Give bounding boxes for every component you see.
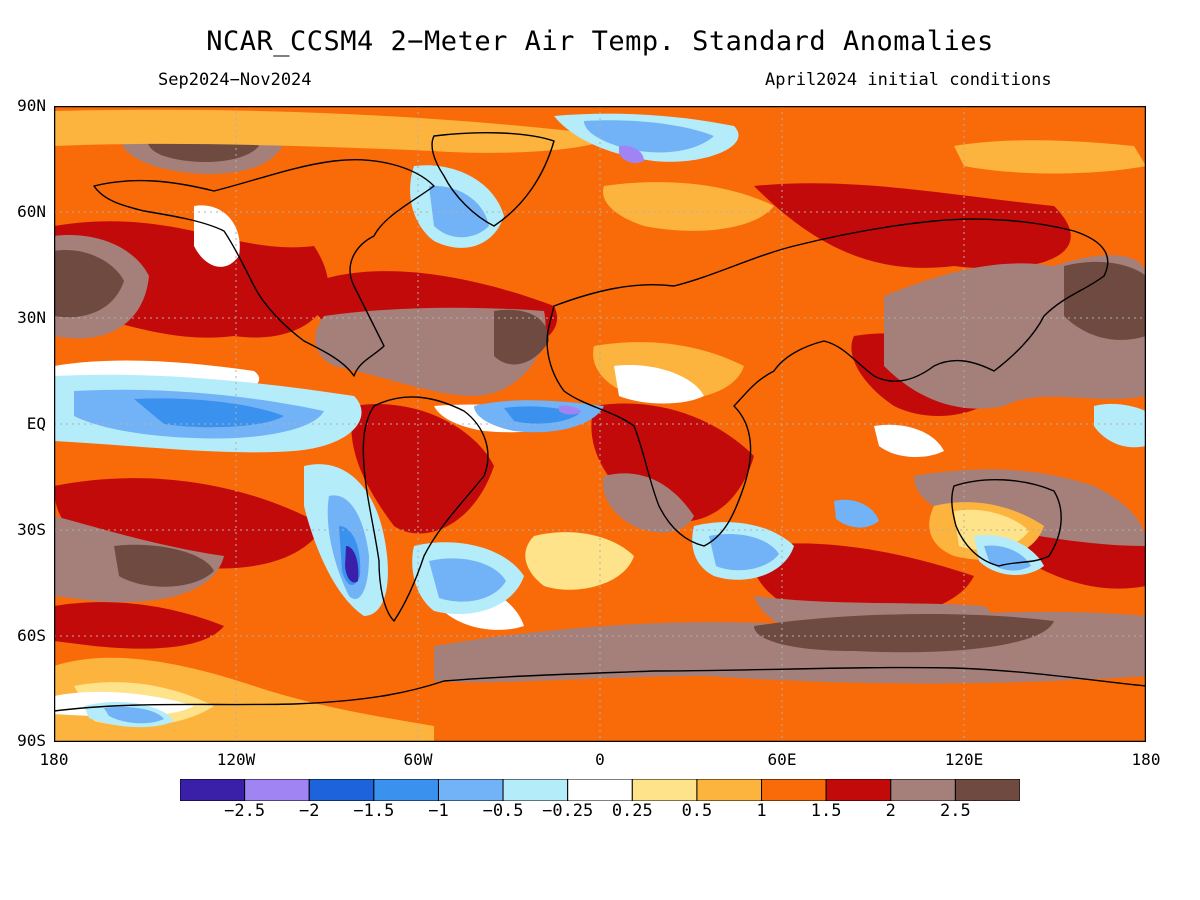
lat-label-30n: 30N xyxy=(17,308,46,327)
warm-anomaly-regions xyxy=(54,183,1146,649)
colorbar-swatch xyxy=(244,779,310,801)
lat-label-eq: EQ xyxy=(26,414,46,433)
colorbar-tick-label: 0.5 xyxy=(681,801,713,821)
initial-conditions: April2024 initial conditions xyxy=(765,70,1052,90)
lon-label-120e: 120E xyxy=(944,750,984,769)
lon-label-60e: 60E xyxy=(767,750,797,769)
lat-label-30s: 30S xyxy=(17,520,46,539)
lat-label-60s: 60S xyxy=(17,626,46,645)
colorbar xyxy=(180,779,1020,801)
colorbar-tick-label: −2 xyxy=(298,801,320,821)
colorbar-tick-label: 2.5 xyxy=(940,801,971,821)
colorbar-tick-label: −0.5 xyxy=(482,801,524,821)
map-border xyxy=(54,106,1146,742)
lon-label-180w: 180 xyxy=(39,750,69,769)
colorbar-swatch xyxy=(696,779,763,801)
colorbar-tick-label: 1 xyxy=(756,801,767,821)
colorbar-tick-label: −1.5 xyxy=(353,801,395,821)
colorbar-swatch xyxy=(825,779,892,801)
lon-label-120w: 120W xyxy=(216,750,256,769)
lon-label-0: 0 xyxy=(595,750,605,769)
colorbar-swatch xyxy=(437,779,504,801)
coastlines xyxy=(54,132,1146,712)
strong-warm-regions xyxy=(54,118,1146,684)
colorbar-swatch xyxy=(761,779,827,801)
forecast-period: Sep2024−Nov2024 xyxy=(158,70,312,90)
colorbar-tick-label: −1 xyxy=(428,801,449,821)
lon-label-180e: 180 xyxy=(1131,750,1161,769)
colorbar-swatch xyxy=(631,779,698,801)
anomaly-map xyxy=(54,106,1146,742)
colorbar-swatch xyxy=(180,779,246,801)
mild-warm-regions xyxy=(54,109,1146,742)
colorbar-swatch xyxy=(954,779,1020,801)
colorbar-tick-label: −0.25 xyxy=(542,801,594,821)
colorbar-tick-label: 1.5 xyxy=(810,801,842,821)
colorbar-swatch xyxy=(308,779,375,801)
colorbar-tick-label: 0.25 xyxy=(611,801,653,821)
lat-label-90n: 90N xyxy=(17,96,46,115)
colorbar-swatch xyxy=(890,779,956,801)
lon-label-60w: 60W xyxy=(403,750,433,769)
colorbar-swatch xyxy=(502,779,569,801)
lat-label-90s: 90S xyxy=(17,731,46,750)
colorbar-tick-label: 2 xyxy=(885,801,896,821)
colorbar-tick-label: −2.5 xyxy=(224,801,266,821)
graticule xyxy=(54,106,1146,742)
colorbar-swatch xyxy=(373,779,439,801)
lat-label-60n: 60N xyxy=(17,202,46,221)
colorbar-swatch xyxy=(567,779,633,801)
map-title: NCAR_CCSM4 2−Meter Air Temp. Standard An… xyxy=(206,26,994,57)
